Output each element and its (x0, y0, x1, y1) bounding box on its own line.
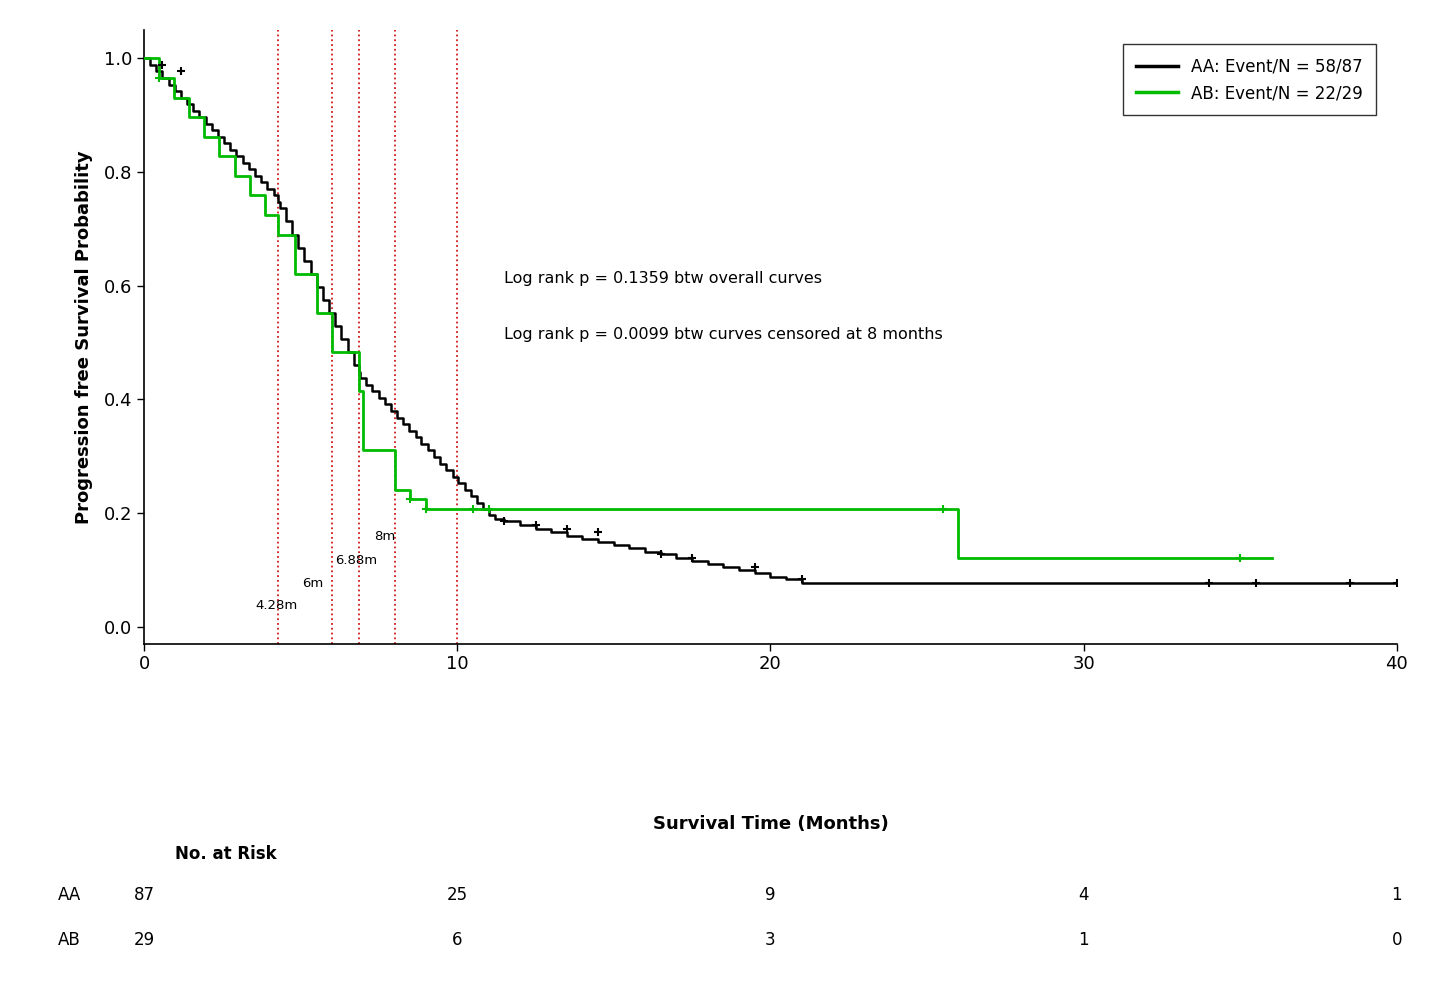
Text: No. at Risk: No. at Risk (176, 845, 276, 863)
Text: 29: 29 (134, 931, 154, 949)
Text: 4: 4 (1079, 886, 1089, 904)
Text: 87: 87 (134, 886, 154, 904)
Text: 9: 9 (765, 886, 776, 904)
Text: Log rank p = 0.0099 btw curves censored at 8 months: Log rank p = 0.0099 btw curves censored … (504, 328, 943, 342)
Text: 6.88m: 6.88m (336, 554, 377, 567)
Text: 3: 3 (765, 931, 776, 949)
Text: 8m: 8m (374, 529, 396, 542)
Y-axis label: Progression free Survival Probability: Progression free Survival Probability (75, 150, 92, 524)
Text: Log rank p = 0.1359 btw overall curves: Log rank p = 0.1359 btw overall curves (504, 271, 822, 286)
Text: 0: 0 (1391, 931, 1403, 949)
Text: AA: AA (58, 886, 81, 904)
Text: 6: 6 (452, 931, 462, 949)
Text: AB: AB (58, 931, 81, 949)
Text: 1: 1 (1391, 886, 1403, 904)
Text: 4.28m: 4.28m (255, 599, 298, 612)
Text: 6m: 6m (302, 577, 324, 590)
Text: 25: 25 (446, 886, 468, 904)
Legend: AA: Event/N = 58/87, AB: Event/N = 22/29: AA: Event/N = 58/87, AB: Event/N = 22/29 (1123, 44, 1377, 115)
Text: Survival Time (Months): Survival Time (Months) (652, 815, 888, 833)
Text: 1: 1 (1079, 931, 1089, 949)
